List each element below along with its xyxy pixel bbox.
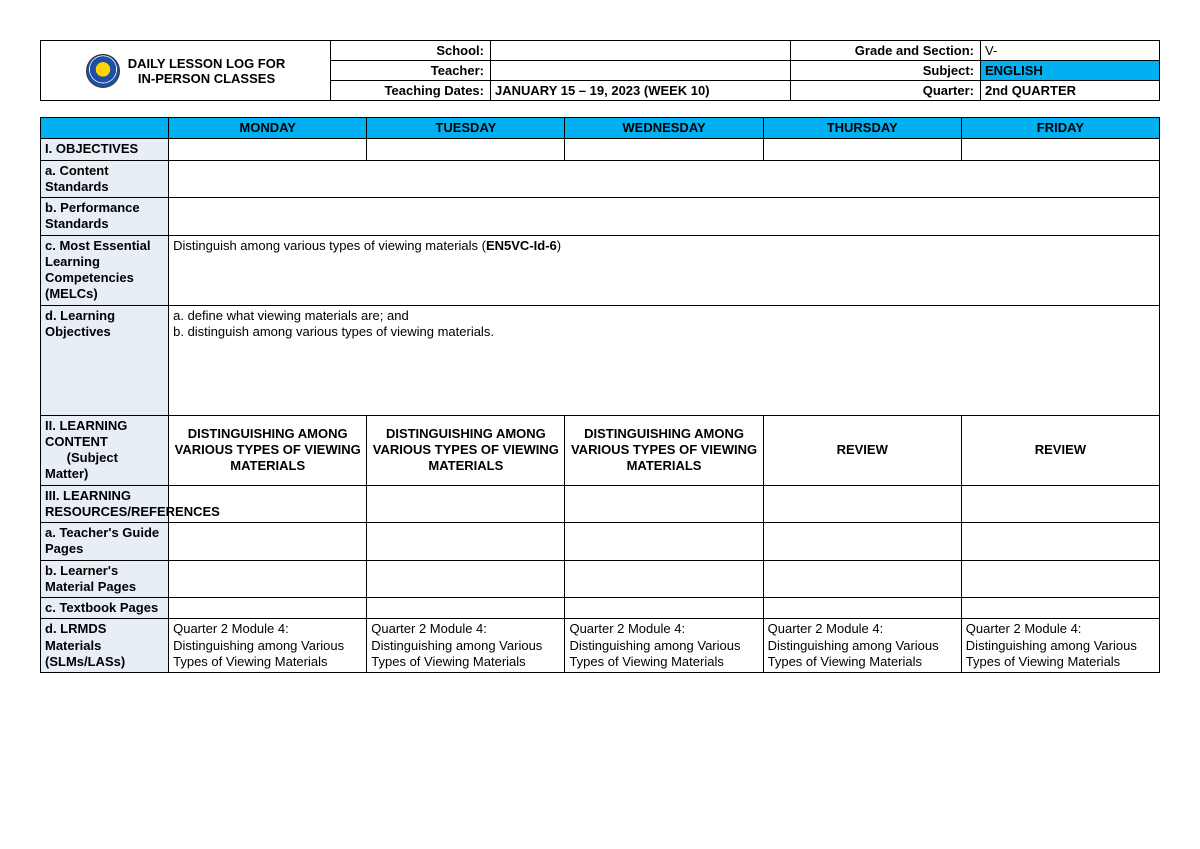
- cell: [961, 139, 1159, 160]
- cell: [961, 598, 1159, 619]
- row-objectives: I. OBJECTIVES: [41, 139, 169, 160]
- value-subject: ENGLISH: [981, 61, 1160, 81]
- row-lrmds: d. LRMDS Materials (SLMs/LASs): [41, 619, 169, 673]
- subject-matter-label: (Subject Matter): [45, 450, 164, 483]
- lc-label: II. LEARNING CONTENT: [45, 418, 164, 451]
- content-mon: DISTINGUISHING AMONG VARIOUS TYPES OF VI…: [169, 415, 367, 485]
- cell: [961, 523, 1159, 561]
- lesson-grid: MONDAY TUESDAY WEDNESDAY THURSDAY FRIDAY…: [40, 117, 1160, 673]
- cell: [565, 523, 763, 561]
- day-thu: THURSDAY: [763, 118, 961, 139]
- cell: [367, 485, 565, 523]
- day-tue: TUESDAY: [367, 118, 565, 139]
- obj-b: b. distinguish among various types of vi…: [173, 324, 1155, 340]
- content-fri: REVIEW: [961, 415, 1159, 485]
- cell: [367, 523, 565, 561]
- melcs-c: ): [557, 238, 561, 253]
- header-table: DAILY LESSON LOG FOR IN-PERSON CLASSES S…: [40, 40, 1160, 101]
- content-thu: REVIEW: [763, 415, 961, 485]
- cell: [763, 139, 961, 160]
- doc-title: DAILY LESSON LOG FOR IN-PERSON CLASSES: [41, 41, 331, 101]
- cell: [961, 485, 1159, 523]
- cell: [169, 198, 1160, 236]
- lrmds-wed: Quarter 2 Module 4: Distinguishing among…: [565, 619, 763, 673]
- label-quarter: Quarter:: [791, 81, 981, 101]
- cell: [565, 485, 763, 523]
- melcs-code: EN5VC-Id-6: [486, 238, 557, 253]
- value-quarter: 2nd QUARTER: [981, 81, 1160, 101]
- label-subject: Subject:: [791, 61, 981, 81]
- cell: [367, 139, 565, 160]
- lrmds-thu: Quarter 2 Module 4: Distinguishing among…: [763, 619, 961, 673]
- cell: [565, 560, 763, 598]
- cell: [169, 598, 367, 619]
- cell: [763, 560, 961, 598]
- row-learners-material: b. Learner's Material Pages: [41, 560, 169, 598]
- row-melcs: c. Most Essential Learning Competencies …: [41, 235, 169, 305]
- melcs-text: Distinguish among various types of viewi…: [169, 235, 1160, 305]
- blank-header-cell: [41, 118, 169, 139]
- value-teacher: [491, 61, 791, 81]
- value-teaching-dates: JANUARY 15 – 19, 2023 (WEEK 10): [491, 81, 791, 101]
- row-teachers-guide: a. Teacher's Guide Pages: [41, 523, 169, 561]
- label-grade-section: Grade and Section:: [791, 41, 981, 61]
- title-line1: DAILY LESSON LOG FOR: [128, 56, 285, 71]
- cell: [169, 160, 1160, 198]
- label-teaching-dates: Teaching Dates:: [331, 81, 491, 101]
- day-fri: FRIDAY: [961, 118, 1159, 139]
- cell: [565, 598, 763, 619]
- cell: [763, 485, 961, 523]
- value-grade-section: V-: [981, 41, 1160, 61]
- cell: [565, 139, 763, 160]
- cell: [169, 523, 367, 561]
- lrmds-fri: Quarter 2 Module 4: Distinguishing among…: [961, 619, 1159, 673]
- row-content-standards: a. Content Standards: [41, 160, 169, 198]
- obj-a: a. define what viewing materials are; an…: [173, 308, 1155, 324]
- cell: [367, 560, 565, 598]
- lrmds-tue: Quarter 2 Module 4: Distinguishing among…: [367, 619, 565, 673]
- row-performance-standards: b. Performance Standards: [41, 198, 169, 236]
- deped-logo-icon: [86, 54, 120, 88]
- label-teacher: Teacher:: [331, 61, 491, 81]
- content-wed: DISTINGUISHING AMONG VARIOUS TYPES OF VI…: [565, 415, 763, 485]
- cell: [961, 560, 1159, 598]
- cell: [763, 598, 961, 619]
- melcs-a: Distinguish among various types of viewi…: [173, 238, 486, 253]
- content-tue: DISTINGUISHING AMONG VARIOUS TYPES OF VI…: [367, 415, 565, 485]
- lrmds-mon: Quarter 2 Module 4: Distinguishing among…: [169, 619, 367, 673]
- day-mon: MONDAY: [169, 118, 367, 139]
- cell: [169, 560, 367, 598]
- row-learning-content: II. LEARNING CONTENT (Subject Matter): [41, 415, 169, 485]
- day-wed: WEDNESDAY: [565, 118, 763, 139]
- cell: [763, 523, 961, 561]
- learning-objectives-text: a. define what viewing materials are; an…: [169, 305, 1160, 415]
- cell: [169, 139, 367, 160]
- row-textbook: c. Textbook Pages: [41, 598, 169, 619]
- cell: [367, 598, 565, 619]
- row-resources: III. LEARNING RESOURCES/REFERENCES: [41, 485, 169, 523]
- row-learning-objectives: d. Learning Objectives: [41, 305, 169, 415]
- value-school: [491, 41, 791, 61]
- label-school: School:: [331, 41, 491, 61]
- title-line2: IN-PERSON CLASSES: [128, 71, 285, 86]
